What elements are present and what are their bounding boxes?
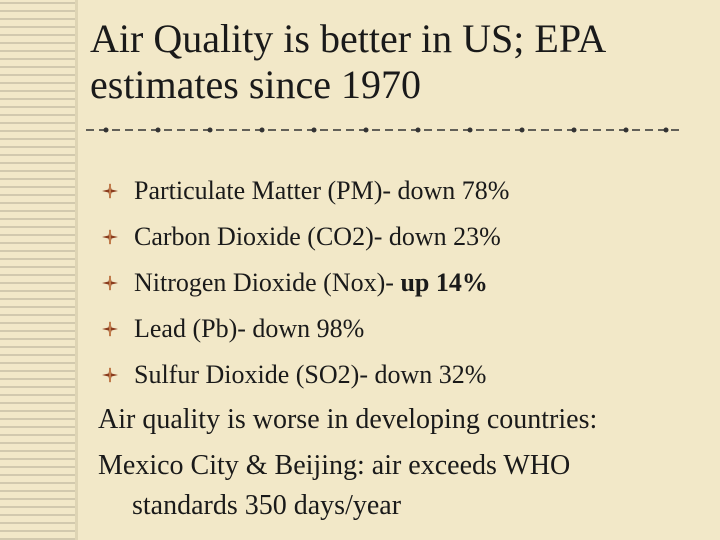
mexico-beijing-paragraph: Mexico City & Beijing: air exceeds WHO s…	[98, 446, 698, 526]
list-item: Nitrogen Dioxide (Nox)- up 14%	[98, 260, 509, 306]
paragraph-line-indented: standards 350 days/year	[132, 490, 402, 521]
paragraph-line: Mexico City & Beijing: air exceeds WHO	[98, 450, 571, 481]
list-item: Sulfur Dioxide (SO2)- down 32%	[98, 352, 509, 398]
bullet-emphasis: up 14%	[400, 268, 488, 297]
bullet-text: Nitrogen Dioxide (Nox)-	[134, 268, 401, 297]
star-bullet-icon	[102, 321, 118, 337]
list-item: Carbon Dioxide (CO2)- down 23%	[98, 214, 509, 260]
star-bullet-icon	[102, 229, 118, 245]
star-bullet-icon	[102, 275, 118, 291]
bullet-text: Carbon Dioxide (CO2)- down 23%	[134, 222, 501, 251]
star-bullet-icon	[102, 367, 118, 383]
star-bullet-icon	[102, 183, 118, 199]
slide-title: Air Quality is better in US; EPA estimat…	[90, 16, 605, 107]
bullet-list: Particulate Matter (PM)- down 78% Carbon…	[98, 168, 509, 398]
list-item: Particulate Matter (PM)- down 78%	[98, 168, 509, 214]
list-item: Lead (Pb)- down 98%	[98, 306, 509, 352]
bullet-text: Sulfur Dioxide (SO2)- down 32%	[134, 360, 487, 389]
bullet-text: Particulate Matter (PM)- down 78%	[134, 176, 510, 205]
developing-countries-paragraph: Air quality is worse in developing count…	[98, 404, 598, 435]
notebook-binding-decoration	[0, 0, 78, 540]
title-divider	[86, 127, 680, 133]
bullet-text: Lead (Pb)- down 98%	[134, 314, 365, 343]
